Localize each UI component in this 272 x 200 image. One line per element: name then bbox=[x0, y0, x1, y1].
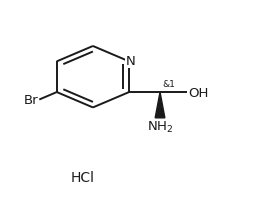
Polygon shape bbox=[155, 93, 165, 118]
Text: N: N bbox=[126, 55, 135, 68]
Text: OH: OH bbox=[188, 86, 209, 99]
Text: Br: Br bbox=[23, 94, 38, 106]
Text: HCl: HCl bbox=[70, 170, 94, 184]
Text: &1: &1 bbox=[162, 79, 175, 88]
Text: NH$_2$: NH$_2$ bbox=[147, 119, 173, 134]
